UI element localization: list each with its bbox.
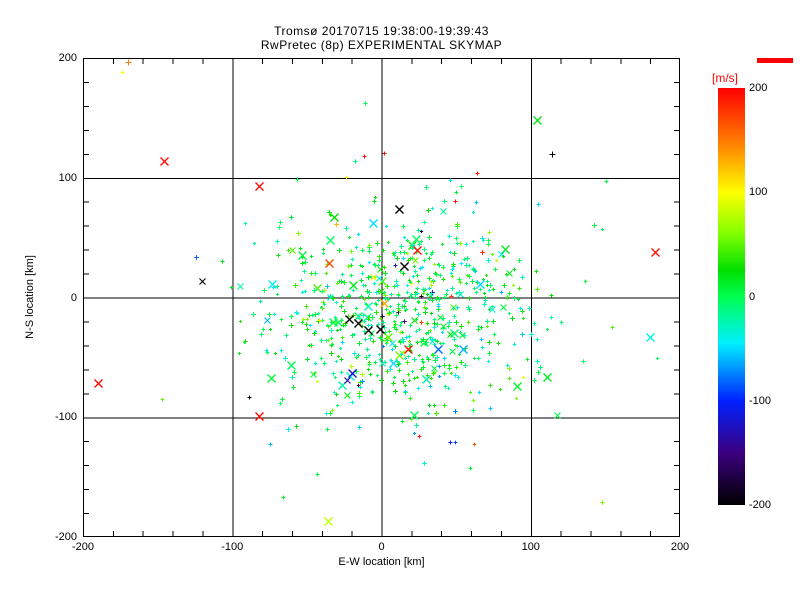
y-axis-label: N-S location [km] — [24, 255, 36, 339]
plot-title: Tromsø 20170715 19:38:00-19:39:43 — [274, 24, 489, 38]
colorbar-top-mark — [757, 58, 793, 63]
y-tick-label: 200 — [58, 52, 77, 64]
plot-subtitle: RwPretec (8p) EXPERIMENTAL SKYMAP — [260, 38, 503, 52]
x-tick-label: -200 — [71, 541, 95, 553]
y-tick-label: 100 — [58, 171, 77, 184]
colorbar-tick-label: 200 — [749, 82, 768, 94]
y-tick-label: -200 — [54, 531, 77, 543]
colorbar-tick-label: 100 — [749, 186, 768, 199]
x-tick-label: 0 — [378, 541, 385, 553]
y-tick-label: 0 — [70, 291, 77, 304]
x-axis-label: E-W location [km] — [338, 556, 425, 568]
skymap-plot — [83, 58, 680, 537]
velocity-colorbar — [718, 88, 745, 505]
colorbar-tick-label: -200 — [749, 499, 772, 511]
colorbar-tick-label: 0 — [749, 290, 756, 303]
x-tick-label: -100 — [221, 541, 244, 553]
y-tick-label: -100 — [54, 411, 77, 424]
colorbar-units-label: [m/s] — [712, 71, 738, 85]
colorbar-tick-label: -100 — [749, 394, 772, 407]
x-tick-label: 200 — [670, 541, 690, 553]
x-tick-label: 100 — [521, 541, 540, 553]
